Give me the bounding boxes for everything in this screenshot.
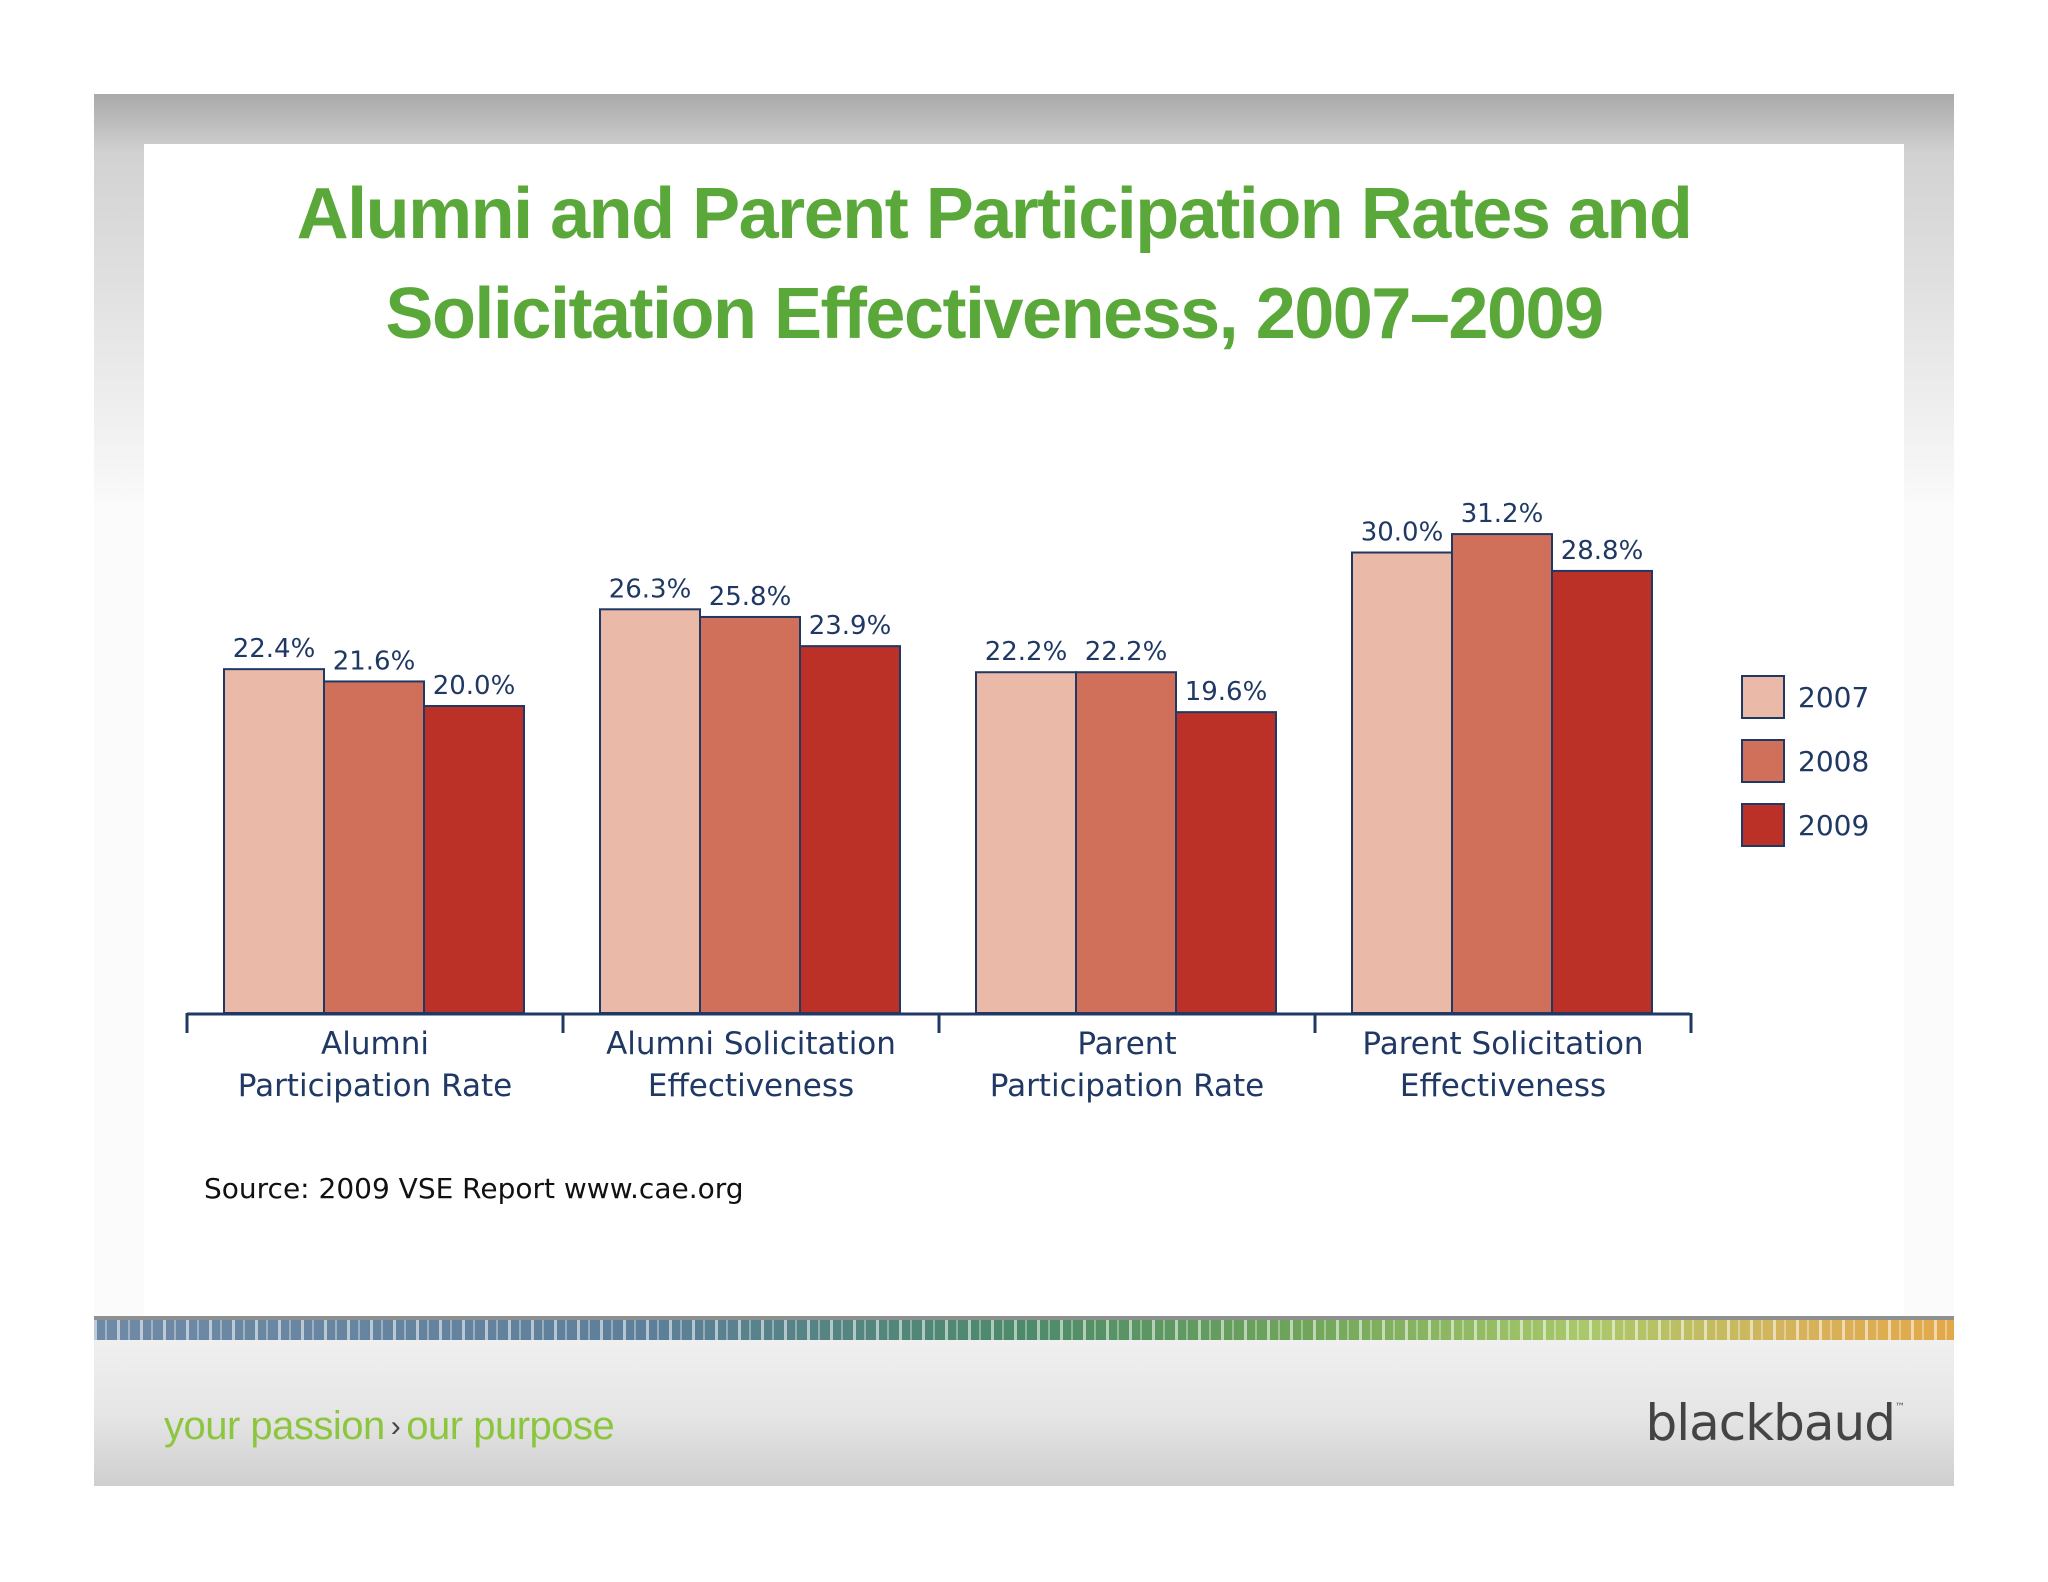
tagline-left: your passion <box>164 1404 385 1448</box>
bar-2008-3 <box>1451 533 1553 1014</box>
footer <box>94 1322 1954 1486</box>
legend-label-2009: 2009 <box>1798 809 1869 842</box>
bar-2009-2 <box>1175 711 1277 1014</box>
data-label-2007-2: 22.2% <box>985 637 1068 667</box>
data-label-2007-3: 30.0% <box>1361 518 1444 548</box>
legend-swatch-2007 <box>1741 675 1785 719</box>
chart-title: Alumni and Parent Participation Rates an… <box>214 164 1774 364</box>
slide: Alumni and Parent Participation Rates an… <box>94 94 1954 1486</box>
category-label-2-0: Parent <box>1077 1026 1176 1062</box>
tagline-right: our purpose <box>406 1404 615 1448</box>
data-label-2008-0: 21.6% <box>333 646 416 676</box>
bar-2007-0 <box>223 668 325 1014</box>
chart-title-line-2: Solicitation Effectiveness, 2007–2009 <box>385 274 1604 354</box>
category-label-3-0: Parent Solicitation <box>1362 1026 1643 1062</box>
data-label-2009-1: 23.9% <box>809 611 892 641</box>
logo-text: blackbaud <box>1645 1394 1896 1452</box>
data-label-2008-1: 25.8% <box>709 582 792 612</box>
bar-2007-3 <box>1351 551 1453 1014</box>
bar-2007-2 <box>975 671 1077 1014</box>
bar-2008-2 <box>1075 671 1177 1014</box>
data-label-2008-2: 22.2% <box>1085 637 1168 667</box>
bar-2009-0 <box>423 705 525 1014</box>
tagline-arrow-icon: › <box>390 1410 401 1443</box>
bar-2008-1 <box>699 615 801 1014</box>
data-label-2009-3: 28.8% <box>1561 536 1644 566</box>
legend-swatch-2009 <box>1741 803 1785 847</box>
category-label-1-0: Alumni Solicitation <box>606 1026 896 1062</box>
bar-chart: 22.4% 21.6% 20.0% 26.3% 25.8% 23.9% 22.2% 22.2%… <box>185 499 1869 1104</box>
chart-title-line-1: Alumni and Parent Participation Rates an… <box>296 174 1693 254</box>
bar-2009-3 <box>1551 569 1653 1014</box>
logo-trademark: ™ <box>1895 1402 1905 1413</box>
footer-divider <box>94 1316 1954 1321</box>
category-label-0-0: Alumni <box>321 1026 429 1062</box>
data-label-2008-3: 31.2% <box>1461 499 1544 529</box>
legend-label-2008: 2008 <box>1798 745 1869 778</box>
bar-2007-1 <box>599 608 701 1014</box>
source-note: Source: 2009 VSE Report www.cae.org <box>204 1172 744 1205</box>
legend-label-2007: 2007 <box>1798 681 1869 714</box>
data-label-2007-0: 22.4% <box>233 634 316 664</box>
blackbaud-logo: blackbaud™ <box>1645 1394 1905 1452</box>
category-label-2-1: Participation Rate <box>990 1068 1264 1104</box>
bar-2008-0 <box>323 680 425 1014</box>
data-label-2009-0: 20.0% <box>433 671 516 701</box>
data-label-2009-2: 19.6% <box>1185 677 1268 707</box>
category-label-1-1: Effectiveness <box>648 1068 854 1104</box>
legend-swatch-2008 <box>1741 739 1785 783</box>
tagline: your passion › our purpose <box>164 1404 615 1449</box>
footer-stripe <box>94 1320 1954 1340</box>
data-label-2007-1: 26.3% <box>609 574 692 604</box>
bar-2009-1 <box>799 645 901 1014</box>
category-label-0-1: Participation Rate <box>238 1068 512 1104</box>
category-label-3-1: Effectiveness <box>1400 1068 1606 1104</box>
